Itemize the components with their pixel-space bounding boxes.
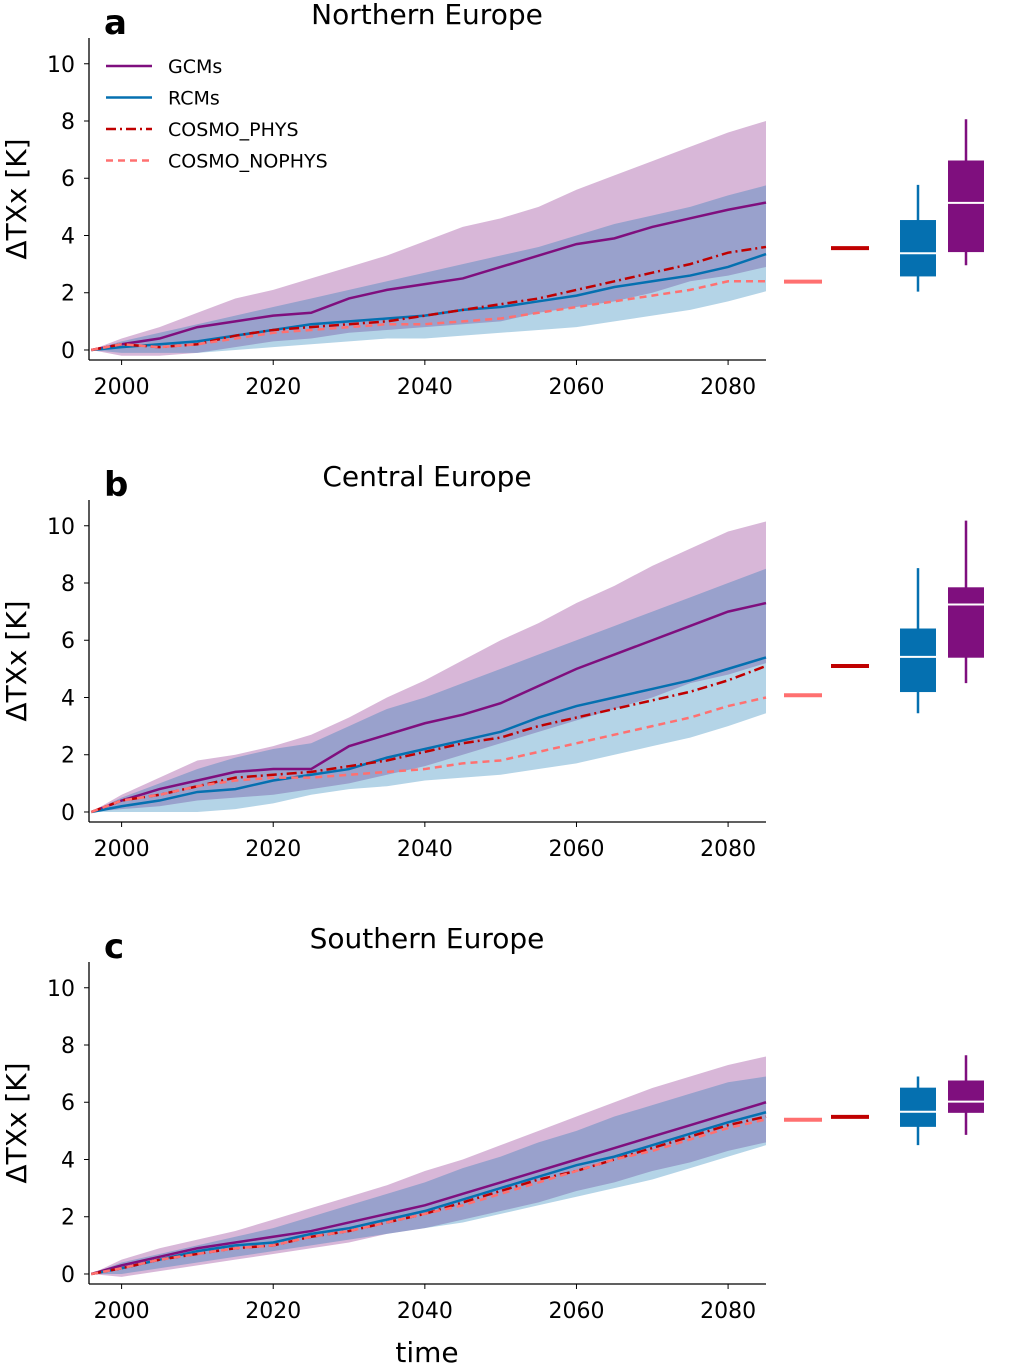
panel-letter: a <box>104 3 127 43</box>
band-gcms <box>91 521 766 812</box>
boxplot-box-gcms <box>948 160 984 253</box>
x-tick-label: 2020 <box>245 1299 301 1324</box>
panel-letter: c <box>104 927 124 967</box>
y-tick-label: 10 <box>47 515 75 540</box>
legend: GCMs RCMs COSMO_PHYS COSMO_NOPHYS <box>106 56 328 173</box>
boxplot-box-rcms <box>900 1087 936 1127</box>
boxplot-box-gcms <box>948 587 984 658</box>
y-tick-label: 2 <box>61 282 75 307</box>
x-tick-label: 2040 <box>397 1299 453 1324</box>
band-rcms <box>91 1076 766 1274</box>
y-tick-label: 8 <box>61 110 75 135</box>
x-tick-label: 2000 <box>94 375 150 400</box>
line-rcms <box>91 252 767 352</box>
panel-c: 2000 2020 2040 2060 2080 0 2 4 6 8 10 Southern Euro… <box>0 922 984 1324</box>
x-tick-label: 2080 <box>700 1299 756 1324</box>
legend-label: COSMO_NOPHYS <box>168 151 328 173</box>
x-tick-label: 2020 <box>245 837 301 862</box>
y-tick-label: 8 <box>61 572 75 597</box>
line-rcms <box>91 1111 767 1276</box>
x-tick-label: 2020 <box>245 375 301 400</box>
x-tick-label: 2000 <box>94 837 150 862</box>
y-axis-label: ΔTXx [K] <box>0 600 33 721</box>
y-tick-label: 8 <box>61 1034 75 1059</box>
x-tick-label: 2060 <box>548 1299 604 1324</box>
line-cosmo_nophys <box>90 696 767 814</box>
line-gcms <box>90 1101 767 1276</box>
y-tick-label: 10 <box>47 53 75 78</box>
line-gcms <box>91 201 767 352</box>
y-tick-label: 0 <box>61 1263 75 1288</box>
y-axis-label: ΔTXx [K] <box>0 1062 33 1183</box>
line-cosmo_nophys <box>91 1118 767 1276</box>
y-tick-label: 0 <box>61 339 75 364</box>
x-tick-label: 2040 <box>397 375 453 400</box>
x-tick-label: 2000 <box>94 1299 150 1324</box>
boxplot-box-gcms <box>948 1080 984 1113</box>
legend-label: COSMO_PHYS <box>168 119 299 141</box>
legend-label: GCMs <box>168 56 222 78</box>
y-tick-label: 4 <box>61 1148 75 1173</box>
x-tick-label: 2060 <box>548 837 604 862</box>
panel-title: Southern Europe <box>310 922 545 955</box>
y-tick-label: 6 <box>61 629 75 654</box>
line-gcms <box>90 601 767 814</box>
band-gcms <box>91 121 766 356</box>
band-gcms <box>91 1056 766 1277</box>
y-axis-label: ΔTXx [K] <box>0 138 33 259</box>
boxplot-box-rcms <box>900 628 936 693</box>
panel-title: Central Europe <box>322 460 531 493</box>
panel-letter: b <box>104 465 128 505</box>
x-tick-label: 2080 <box>700 837 756 862</box>
y-tick-label: 0 <box>61 801 75 826</box>
x-tick-label: 2040 <box>397 837 453 862</box>
x-axis-label: time <box>395 1336 458 1366</box>
band-rcms <box>91 185 766 353</box>
panel-b: 2000 2020 2040 2060 2080 0 2 4 6 8 10 Central Europ… <box>0 460 984 862</box>
legend-label: RCMs <box>168 88 220 110</box>
panel-title: Northern Europe <box>311 0 543 31</box>
boxplot-box-rcms <box>900 220 936 277</box>
line-rcms <box>91 656 767 814</box>
x-tick-label: 2060 <box>548 375 604 400</box>
y-tick-label: 6 <box>61 167 75 192</box>
y-tick-label: 6 <box>61 1091 75 1116</box>
x-tick-label: 2080 <box>700 375 756 400</box>
panel-a: 2000 2020 2040 2060 2080 0 2 4 6 8 10 Northern Euro… <box>0 0 984 400</box>
line-cosmo_phys <box>91 245 767 352</box>
line-cosmo_nophys <box>91 280 766 352</box>
band-rcms <box>91 568 766 812</box>
y-tick-label: 10 <box>47 977 75 1002</box>
y-tick-label: 4 <box>61 224 75 249</box>
y-tick-label: 4 <box>61 686 75 711</box>
y-tick-label: 2 <box>61 744 75 769</box>
y-tick-label: 2 <box>61 1206 75 1231</box>
